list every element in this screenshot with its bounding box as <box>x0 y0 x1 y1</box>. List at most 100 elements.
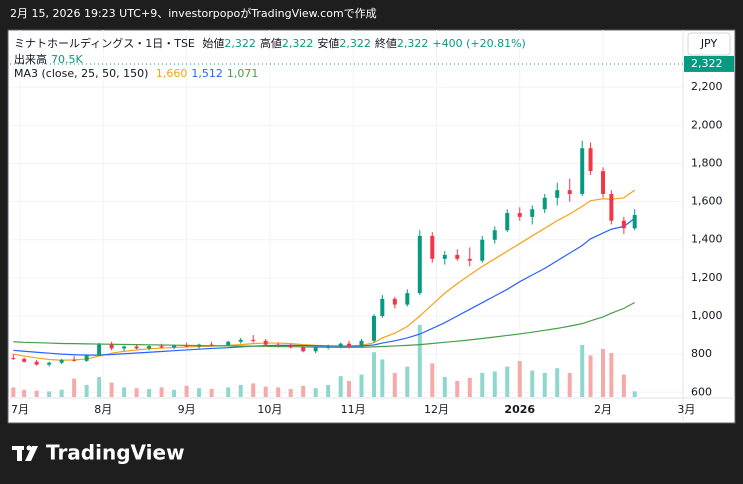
volume-bar <box>517 361 522 397</box>
volume-bar <box>601 349 606 397</box>
currency-button[interactable] <box>687 32 731 56</box>
candle-body <box>492 230 497 240</box>
currency[interactable]: JPY <box>700 37 718 50</box>
ohlc-value: 2,322 <box>396 37 429 50</box>
x-tick-label: 10月 <box>257 403 282 416</box>
volume-bar <box>263 386 268 397</box>
candle-body <box>197 344 202 347</box>
ma-label: MA3 (close, 25, 50, 150) <box>14 67 149 80</box>
volume-bar <box>301 385 306 397</box>
volume-bar <box>109 382 114 397</box>
volume-bar <box>184 385 189 397</box>
y-tick-label: 1,400 <box>691 233 723 246</box>
chart-panel <box>7 29 736 424</box>
x-tick-label: 11月 <box>341 403 366 416</box>
candle-body <box>467 258 472 261</box>
candle-body <box>455 254 460 259</box>
volume-bar <box>609 353 614 397</box>
volume-bar <box>11 387 16 397</box>
candle-body <box>238 339 243 342</box>
volume-bar <box>209 389 214 397</box>
candle-body <box>84 355 89 361</box>
candle-body <box>72 359 77 361</box>
y-tick-label: 600 <box>691 385 712 398</box>
candle-body <box>11 357 16 359</box>
candle-body <box>580 148 585 194</box>
last-price-label: 2,322 <box>691 57 723 70</box>
volume-label: 出来高 <box>14 53 47 66</box>
candle-body <box>417 235 422 294</box>
volume-bar <box>505 366 510 397</box>
candle-body <box>97 344 102 356</box>
brand: TradingView <box>46 441 185 465</box>
top-bar <box>0 0 743 28</box>
candle-body <box>34 361 39 365</box>
candle-body <box>184 345 189 347</box>
ohlc-label: 高値 <box>259 37 282 50</box>
ma-line <box>13 301 635 348</box>
change: +400 (+20.81%) <box>432 37 526 50</box>
volume-bar <box>147 389 152 397</box>
volume-bar <box>455 381 460 397</box>
volume-bar <box>47 391 52 397</box>
candle-body <box>326 346 331 348</box>
last-price-box <box>684 55 734 72</box>
candle-body <box>609 193 614 221</box>
volume-bar <box>588 355 593 397</box>
volume-bar <box>226 387 231 397</box>
x-tick-label: 9月 <box>178 403 196 416</box>
legend-row: ミナトホールディングス・1日・TSE 始値2,322 高値2,322 安値2,322… <box>14 35 530 51</box>
ohlc-label: 終値 <box>374 37 397 50</box>
candle-body <box>147 346 152 349</box>
candle-body <box>517 213 522 217</box>
volume-bar <box>97 377 102 397</box>
volume-bar <box>346 381 351 397</box>
candle-body <box>22 358 27 362</box>
volume-bar <box>276 387 281 397</box>
candle-body <box>601 171 606 194</box>
candle-body <box>505 213 510 231</box>
volume-bar <box>555 368 560 397</box>
y-tick-label: 1,000 <box>691 309 723 322</box>
ohlc-label: 安値 <box>317 37 340 50</box>
volume-bar <box>442 377 447 397</box>
legend-row: 出来高 70.5K <box>14 51 87 67</box>
candle-body <box>380 298 385 317</box>
candle-body <box>251 339 256 341</box>
volume-bar <box>313 388 318 397</box>
candle-body <box>346 343 351 347</box>
volume-bar <box>417 325 422 397</box>
volume-bar <box>84 385 89 397</box>
candle-body <box>226 341 231 345</box>
y-tick-label: 2,000 <box>691 118 723 131</box>
x-tick-label: 2026 <box>504 403 535 416</box>
candle-body <box>542 197 547 210</box>
ohlc-value: 2,322 <box>224 37 256 50</box>
y-tick-label: 1,200 <box>691 271 723 284</box>
candle-body <box>480 239 485 261</box>
ohlc-value: 2,322 <box>281 37 314 50</box>
volume-bar <box>59 389 64 397</box>
x-tick-label: 7月 <box>11 403 29 416</box>
candle-body <box>134 346 139 349</box>
candle-body <box>288 345 293 348</box>
candle-body <box>338 343 343 347</box>
candle-body <box>109 344 114 349</box>
candle-body <box>159 346 164 348</box>
volume-bar <box>480 373 485 397</box>
candle-body <box>313 347 318 352</box>
ohlc-label: 始値 <box>202 37 225 50</box>
candle-body <box>442 254 447 259</box>
candle-body <box>392 298 397 305</box>
volume-bar <box>72 378 77 397</box>
symbol: ミナトホールディングス・1日・TSE <box>14 37 195 50</box>
ma-value: 1,512 <box>191 67 223 80</box>
logo <box>12 445 38 461</box>
candle-body <box>59 359 64 363</box>
volume-bar <box>34 390 39 397</box>
volume-bar <box>197 388 202 397</box>
candle-body <box>530 209 535 217</box>
volume-value: 70.5K <box>51 53 83 66</box>
